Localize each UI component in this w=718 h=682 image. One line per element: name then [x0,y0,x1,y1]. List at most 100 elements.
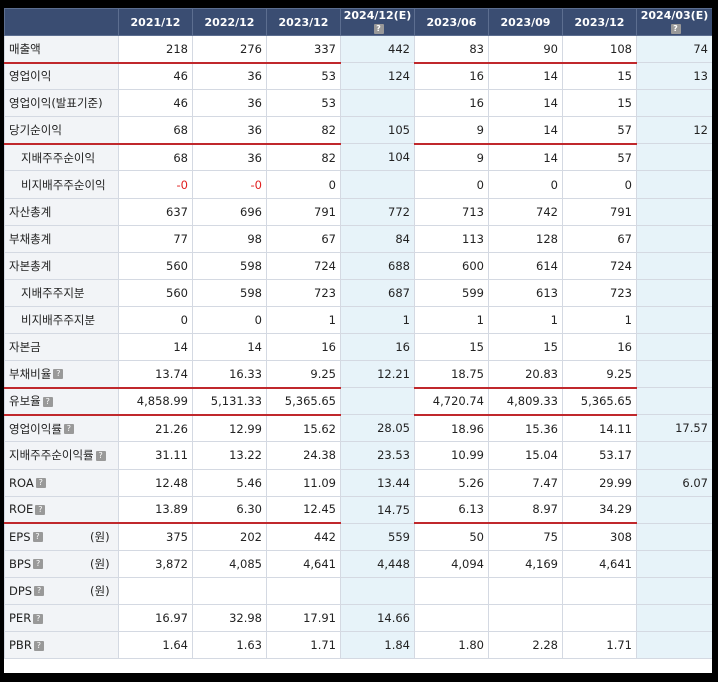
table-cell [636,603,712,633]
table-cell: 13.74 [118,360,193,389]
table-row: 지배주주지분 560 598 723 687 599 613 723 [4,278,712,307]
help-icon[interactable]: ? [33,559,44,570]
table-cell: 10.99 [414,441,489,470]
help-icon[interactable]: ? [63,424,74,435]
table-cell: 17.91 [266,603,341,633]
table-cell: 4,858.99 [118,387,193,416]
table-cell: 18.75 [414,360,489,389]
row-label: 비지배주주지분 [4,305,119,335]
table-cell: 46 [118,62,193,91]
table-cell: 67 [266,224,341,253]
row-label: 지배주주지분 [4,278,119,307]
help-icon[interactable]: ? [373,24,384,34]
table-row: 자산총계 637 696 791 772 713 742 791 [4,197,712,226]
table-cell: 15.36 [488,414,563,443]
table-cell [636,197,712,226]
help-icon[interactable]: ? [35,504,46,515]
table-cell: 0 [488,170,563,199]
help-icon[interactable]: ? [34,586,45,597]
table-cell: 24.38 [266,441,341,470]
column-header: 2023/12 [266,8,341,36]
table-cell: 442 [340,34,415,64]
table-row: 영업이익(발표기준) 46 36 53 16 14 15 [4,89,712,118]
table-cell: 724 [266,251,341,280]
table-cell: 36 [192,62,267,91]
table-cell [192,576,267,605]
help-icon[interactable]: ? [35,478,46,489]
column-header: 2021/12 [118,8,193,36]
table-cell: 1 [266,305,341,335]
help-icon[interactable]: ? [32,532,43,543]
row-label: 유보율? [4,387,119,416]
table-cell: 82 [266,116,341,145]
table-cell: 0 [192,305,267,335]
table-cell: 5.46 [192,468,267,497]
table-cell: 742 [488,197,563,226]
row-label: 영업이익 [4,62,119,91]
table-cell: 9 [414,116,489,145]
table-cell [636,495,712,524]
table-cell: 104 [340,143,415,172]
help-icon[interactable]: ? [33,640,44,651]
unit-label: (원) [90,556,110,571]
table-cell: 17.57 [636,414,712,443]
table-cell [636,143,712,172]
row-label: 지배주주순이익률? [4,441,119,470]
table-cell: 614 [488,251,563,280]
table-cell: 9 [414,143,489,172]
row-label: 비지배주주순이익 [4,170,119,199]
table-cell: 4,085 [192,549,267,578]
table-row: 지배주주순이익 68 36 82 104 9 14 57 [4,143,712,172]
help-icon[interactable]: ? [95,450,106,461]
table-row: EPS? (원) 375 202 442 559 50 75 308 [4,522,712,551]
table-cell: 3,872 [118,549,193,578]
table-cell: 28.05 [340,414,415,443]
table-cell [636,631,712,660]
table-cell [488,576,563,605]
table-cell [636,333,712,362]
table-cell: 599 [414,278,489,307]
table-cell [562,603,637,633]
row-label: 영업이익(발표기준) [4,89,119,118]
table-cell [636,251,712,280]
table-row: 자본총계 560 598 724 688 600 614 724 [4,251,712,280]
financial-summary-panel: 2021/12 2022/12 2023/12 2024/12(E)? 2023/06 2… [4,8,712,673]
table-cell: 14 [192,333,267,362]
row-label: 부채총계 [4,224,119,253]
table-cell [636,522,712,551]
table-cell: 83 [414,34,489,64]
table-cell: 559 [340,522,415,551]
table-cell: 14 [118,333,193,362]
table-cell: 1.64 [118,631,193,660]
table-cell: 90 [488,34,563,64]
table-cell: 75 [488,522,563,551]
table-cell: 98 [192,224,267,253]
table-row: 매출액 218 276 337 442 83 90 108 74 [4,34,712,64]
table-cell: 16 [414,62,489,91]
table-cell: 688 [340,251,415,280]
table-cell: 791 [562,197,637,226]
table-row: 지배주주순이익률? 31.11 13.22 24.38 23.53 10.99 15.04 5… [4,441,712,470]
table-cell: 724 [562,251,637,280]
table-cell: 1.71 [562,631,637,660]
table-cell: 1.84 [340,631,415,660]
table-cell: 4,641 [266,549,341,578]
table-cell [636,170,712,199]
table-cell: -0 [192,170,267,199]
table-cell: 1.80 [414,631,489,660]
table-cell: 600 [414,251,489,280]
table-cell: 598 [192,251,267,280]
table-cell: 560 [118,251,193,280]
row-label: ROE? [4,495,119,525]
row-label: PER? [4,603,119,633]
table-cell: 21.26 [118,414,193,443]
table-row: 비지배주주지분 0 0 1 1 1 1 1 [4,305,712,335]
row-label: 자본금 [4,333,119,362]
help-icon[interactable]: ? [53,369,64,380]
row-label: 자본총계 [4,251,119,280]
help-icon[interactable]: ? [42,396,53,407]
table-cell: 202 [192,522,267,551]
help-icon[interactable]: ? [670,24,681,34]
table-cell: 5,131.33 [192,387,267,416]
help-icon[interactable]: ? [33,613,44,624]
